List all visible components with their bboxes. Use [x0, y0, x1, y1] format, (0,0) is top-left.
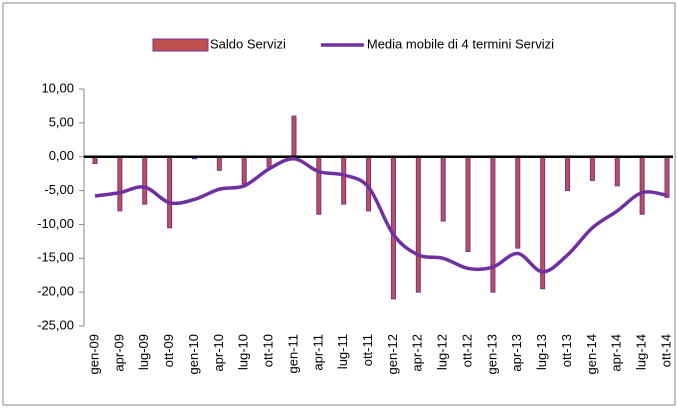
x-tick-label: gen-11 — [285, 334, 300, 374]
x-tick-label: gen-14 — [584, 334, 599, 374]
bar — [117, 156, 123, 212]
bar — [291, 115, 297, 158]
chart-border — [2, 2, 676, 406]
y-tick-label: -20,00 — [37, 284, 74, 299]
x-tick-label: lug-09 — [136, 334, 151, 370]
x-tick-label: lug-14 — [634, 334, 649, 370]
x-tick-label: ott-09 — [161, 334, 176, 367]
bar — [639, 156, 645, 215]
x-tick-label: apr-12 — [410, 334, 425, 372]
legend-label: Saldo Servizi — [210, 36, 286, 51]
x-tick-label: gen-10 — [186, 334, 201, 374]
x-tick-label: ott-10 — [261, 334, 276, 367]
y-tick-label: -10,00 — [37, 216, 74, 231]
bar — [390, 156, 396, 300]
legend-swatch — [152, 38, 209, 52]
y-tick-label: -25,00 — [37, 317, 74, 332]
bar — [614, 156, 620, 187]
x-tick-label: gen-09 — [86, 334, 101, 374]
bar — [565, 156, 571, 192]
x-tick-label: lug-10 — [236, 334, 251, 370]
y-tick-label: 0,00 — [49, 148, 74, 163]
y-tick-label: 5,00 — [49, 114, 74, 129]
x-tick-label: ott-12 — [459, 334, 474, 367]
bar — [540, 156, 546, 290]
x-tick-label: gen-12 — [385, 334, 400, 374]
y-tick-label: 10,00 — [41, 80, 74, 95]
bar — [341, 156, 347, 205]
legend-label: Media mobile di 4 termini Servizi — [367, 36, 554, 51]
x-tick-label: apr-09 — [111, 334, 126, 372]
x-tick-label: gen-13 — [484, 334, 499, 374]
x-tick-label: apr-10 — [211, 334, 226, 372]
bar — [266, 156, 272, 168]
x-tick-label: ott-11 — [360, 334, 375, 366]
x-tick-label: apr-11 — [310, 334, 325, 371]
bar — [465, 156, 471, 253]
bar — [167, 156, 173, 229]
bar — [216, 156, 222, 171]
y-tick-label: -15,00 — [37, 250, 74, 265]
bar — [142, 156, 148, 205]
x-tick-label: apr-13 — [509, 334, 524, 372]
x-tick-label: lug-11 — [335, 334, 350, 369]
bar — [589, 156, 595, 181]
bar — [415, 156, 421, 293]
x-tick-label: ott-14 — [658, 334, 673, 367]
bar — [440, 156, 446, 222]
y-tick-label: -5,00 — [44, 182, 74, 197]
bar — [241, 156, 247, 185]
bar — [515, 156, 521, 249]
x-tick-label: ott-13 — [559, 334, 574, 367]
bar — [664, 156, 670, 198]
x-tick-label: lug-13 — [534, 334, 549, 370]
line — [94, 156, 668, 274]
bar — [490, 156, 496, 293]
x-tick-label: apr-14 — [609, 334, 624, 372]
bar — [316, 156, 322, 215]
x-tick-label: lug-12 — [435, 334, 450, 370]
